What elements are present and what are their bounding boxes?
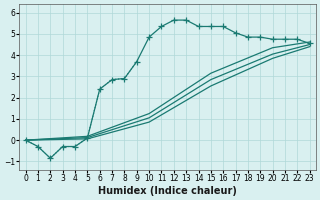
X-axis label: Humidex (Indice chaleur): Humidex (Indice chaleur): [98, 186, 237, 196]
